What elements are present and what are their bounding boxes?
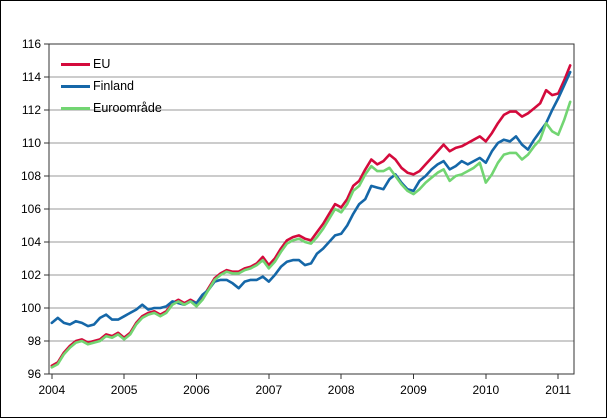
series-line-euroomr-de (50, 100, 572, 369)
y-axis-tick-label: 110 (22, 136, 41, 150)
x-axis-tick-label: 2004 (38, 383, 65, 397)
x-axis-tick-label: 2011 (545, 383, 571, 397)
legend-label-finland: Finland (93, 79, 134, 93)
y-axis-tick-label: 108 (21, 169, 41, 183)
y-axis-tick-label: 116 (22, 37, 41, 51)
x-axis-tick-label: 2007 (255, 383, 282, 397)
x-axis-tick-label: 2008 (328, 383, 355, 397)
legend-item-euro-area: Euroområde (61, 97, 162, 119)
y-axis-tick-label: 102 (21, 268, 41, 282)
legend-item-eu: EU (61, 53, 162, 75)
legend-label-euro-area: Euroområde (93, 101, 162, 115)
y-axis-tick-label: 106 (21, 202, 41, 216)
legend-item-finland: Finland (61, 75, 162, 97)
legend-label-eu: EU (93, 57, 111, 71)
x-axis-tick-label: 2009 (400, 383, 427, 397)
x-axis-tick-label: 2006 (183, 383, 210, 397)
y-axis-tick-label: 114 (22, 70, 41, 84)
y-axis-tick-label: 104 (21, 235, 41, 249)
chart-legend: EU Finland Euroområde (61, 53, 162, 119)
finland-line-swatch-icon (61, 84, 90, 88)
y-axis-tick-label: 100 (21, 301, 41, 315)
euro-area-line-swatch-icon (61, 106, 90, 110)
y-axis-tick-label: 98 (28, 334, 42, 348)
y-axis-tick-label: 96 (28, 367, 42, 381)
eu-line-swatch-icon (61, 62, 90, 66)
y-axis-tick-label: 112 (22, 103, 41, 117)
x-axis-tick-label: 2005 (111, 383, 138, 397)
series-line-finland (50, 70, 572, 328)
x-axis-tick-label: 2010 (472, 383, 499, 397)
